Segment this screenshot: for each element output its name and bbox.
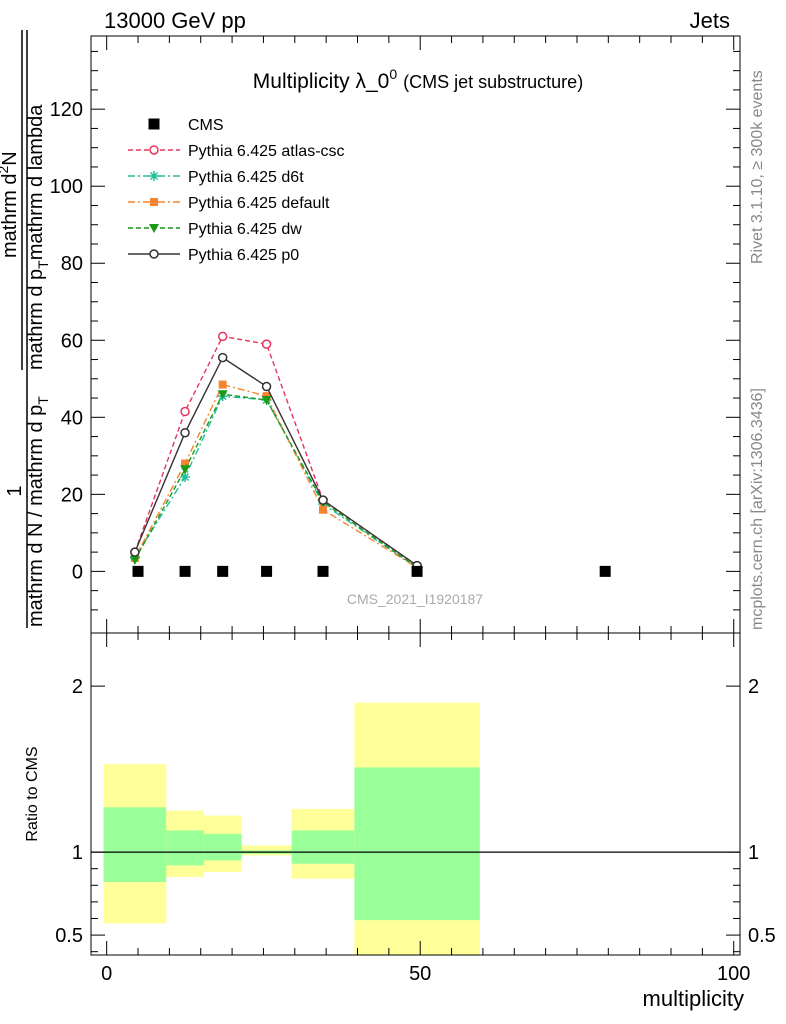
data-point xyxy=(180,427,190,438)
ratio-plot-frame xyxy=(90,632,741,956)
series-dw xyxy=(129,390,423,573)
main-plot-ticks: 0 20 40 60 80 100 120 xyxy=(50,36,740,633)
legend-entry-dw: Pythia 6.425 dw xyxy=(128,221,302,238)
main-plot-series xyxy=(129,331,611,577)
ratio-band-inner xyxy=(103,807,167,882)
main-plot: 0 20 40 60 80 100 120 Multiplicity λ_00 (CMS je… xyxy=(50,35,741,634)
data-point xyxy=(179,565,191,577)
series-cms-data xyxy=(132,565,611,577)
data-point xyxy=(261,339,272,349)
data-point xyxy=(180,406,190,417)
ratio-y-tick-label-right: 1 xyxy=(748,842,759,864)
y-tick-label: 20 xyxy=(61,484,83,506)
ratio-bands xyxy=(91,702,740,955)
data-point xyxy=(319,505,328,514)
ratio-plot: 0.5 0.5 1 1 2 2 0 50 100 Ratio to CMS multiplici… xyxy=(24,632,776,1011)
ratio-y-tick-label: 0.5 xyxy=(55,925,83,947)
rivet-label: Rivet 3.1.10, ≥ 300k events xyxy=(749,70,766,264)
y-tick-label: 120 xyxy=(50,99,83,121)
legend-label: Pythia 6.425 atlas-csc xyxy=(188,143,345,160)
data-point xyxy=(180,465,191,475)
data-point xyxy=(218,380,227,389)
data-point xyxy=(261,565,273,577)
legend-entry-default: Pythia 6.425 default xyxy=(128,195,330,212)
series-atlas-csc xyxy=(130,331,422,571)
ratio-y-tick-label-right: 2 xyxy=(748,676,759,698)
legend-entry-p0: Pythia 6.425 p0 xyxy=(128,247,299,264)
ratio-band-inner xyxy=(166,830,204,866)
data-point xyxy=(318,495,328,505)
series-line xyxy=(134,383,418,569)
series-line xyxy=(134,335,418,567)
x-tick-label: 100 xyxy=(717,963,750,985)
ratio-y-tick-label: 2 xyxy=(72,676,83,698)
legend-marker xyxy=(149,249,159,259)
y-tick-label: 60 xyxy=(61,330,83,352)
data-point xyxy=(129,555,140,565)
data-point xyxy=(181,459,190,468)
series-default xyxy=(130,380,422,572)
legend-label: Pythia 6.425 dw xyxy=(188,221,302,238)
legend-marker xyxy=(149,145,159,155)
series-line xyxy=(134,356,418,567)
data-point xyxy=(317,565,329,577)
data-point xyxy=(599,565,611,577)
ratio-y-label: Ratio to CMS xyxy=(24,746,41,841)
energy-label: 13000 GeV pp xyxy=(104,8,246,33)
x-tick-label: 50 xyxy=(409,963,431,985)
ratio-plot-ticks: 0.5 0.5 1 1 2 2 0 50 100 xyxy=(55,633,776,985)
legend: CMS Pythia 6.425 atlas-csc Pythia 6.425 d6… xyxy=(128,117,345,264)
process-label: Jets xyxy=(690,8,730,33)
ratio-y-tick-label-right: 0.5 xyxy=(748,925,776,947)
data-point xyxy=(261,381,272,392)
ratio-y-tick-label: 1 xyxy=(72,842,83,864)
y-tick-label: 80 xyxy=(61,253,83,275)
y-label-frac1-den: mathrm d N / mathrm d pT xyxy=(25,396,51,627)
x-axis-label: multiplicity xyxy=(643,986,744,1011)
legend-entry-atlas-csc: Pythia 6.425 atlas-csc xyxy=(128,143,345,160)
legend-marker xyxy=(150,198,158,206)
data-point xyxy=(217,390,228,400)
mcplots-label: mcplots.cern.ch [arXiv:1306.3436] xyxy=(749,388,766,630)
ratio-band-inner xyxy=(203,833,242,861)
ratio-band-inner xyxy=(354,767,480,921)
data-point xyxy=(217,331,228,342)
x-tick-label: 0 xyxy=(101,963,112,985)
legend-marker xyxy=(149,224,159,233)
legend-marker xyxy=(149,171,159,181)
y-label-frac2-num: mathrm d2N xyxy=(0,151,21,258)
series-line xyxy=(134,395,418,569)
data-point xyxy=(130,547,140,557)
legend-marker xyxy=(148,118,160,130)
legend-entry-d6t: Pythia 6.425 d6t xyxy=(128,169,304,186)
legend-label: CMS xyxy=(188,117,224,134)
ratio-band-inner xyxy=(291,830,355,864)
analysis-watermark: CMS_2021_I1920187 xyxy=(347,591,483,607)
legend-label: Pythia 6.425 d6t xyxy=(188,169,304,186)
y-label-frac1-num: 1 xyxy=(4,485,26,496)
legend-entry-data: CMS xyxy=(148,117,224,134)
data-point xyxy=(217,565,229,577)
plot-title: Multiplicity λ_00 (CMS jet substructure) xyxy=(253,66,583,93)
legend-label: Pythia 6.425 p0 xyxy=(188,247,299,264)
data-point xyxy=(411,565,423,577)
series-p0 xyxy=(130,352,422,571)
legend-label: Pythia 6.425 default xyxy=(188,195,330,212)
y-tick-label: 100 xyxy=(50,176,83,198)
data-point xyxy=(261,395,272,405)
data-point xyxy=(217,352,228,363)
y-tick-label: 0 xyxy=(72,561,83,583)
y-label-frac2-den: mathrm d pTmathrm d lambda xyxy=(25,104,51,370)
series-line xyxy=(134,393,418,569)
y-tick-label: 40 xyxy=(61,407,83,429)
y-axis-label: 1 mathrm d N / mathrm d pT mathrm d2N ma… xyxy=(0,30,51,628)
data-point xyxy=(180,472,191,483)
data-point xyxy=(132,565,144,577)
